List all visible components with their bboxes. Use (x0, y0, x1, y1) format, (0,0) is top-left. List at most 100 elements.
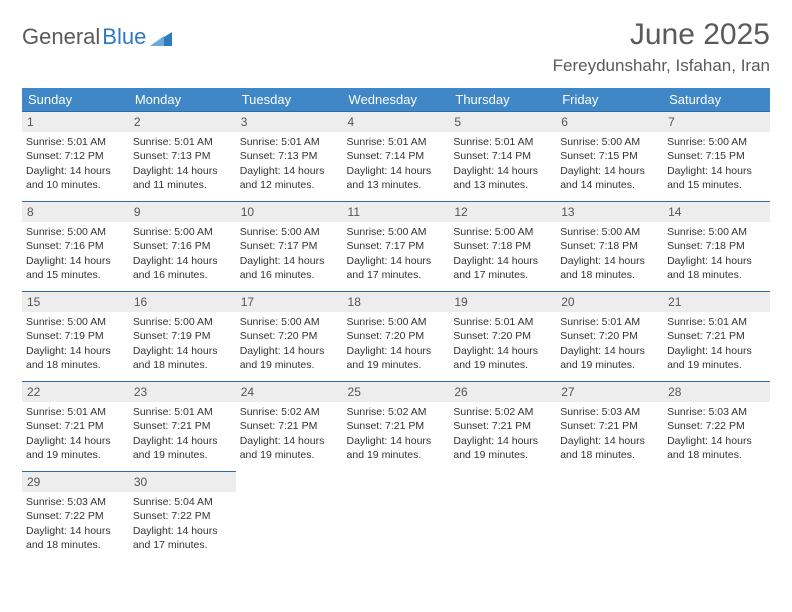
day-number: 24 (236, 382, 343, 402)
daylight-line: Daylight: 14 hours and 13 minutes. (347, 164, 446, 192)
day-cell: 7Sunrise: 5:00 AMSunset: 7:15 PMDaylight… (663, 112, 770, 202)
sunrise-line: Sunrise: 5:00 AM (667, 135, 766, 149)
brand-triangle-icon (150, 28, 172, 46)
day-number: 12 (449, 202, 556, 222)
day-cell: 15Sunrise: 5:00 AMSunset: 7:19 PMDayligh… (22, 292, 129, 382)
daylight-line: Daylight: 14 hours and 19 minutes. (240, 434, 339, 462)
sunset-line: Sunset: 7:16 PM (26, 239, 125, 253)
sunrise-line: Sunrise: 5:03 AM (667, 405, 766, 419)
day-number: 18 (343, 292, 450, 312)
sunset-line: Sunset: 7:22 PM (133, 509, 232, 523)
day-cell: 6Sunrise: 5:00 AMSunset: 7:15 PMDaylight… (556, 112, 663, 202)
daylight-line: Daylight: 14 hours and 19 minutes. (240, 344, 339, 372)
daylight-line: Daylight: 14 hours and 16 minutes. (240, 254, 339, 282)
sunrise-line: Sunrise: 5:03 AM (560, 405, 659, 419)
day-cell: 3Sunrise: 5:01 AMSunset: 7:13 PMDaylight… (236, 112, 343, 202)
sunset-line: Sunset: 7:16 PM (133, 239, 232, 253)
daylight-line: Daylight: 14 hours and 17 minutes. (453, 254, 552, 282)
calendar-row: 22Sunrise: 5:01 AMSunset: 7:21 PMDayligh… (22, 382, 770, 472)
day-cell: 10Sunrise: 5:00 AMSunset: 7:17 PMDayligh… (236, 202, 343, 292)
sunrise-line: Sunrise: 5:00 AM (133, 225, 232, 239)
day-number: 11 (343, 202, 450, 222)
day-number: 19 (449, 292, 556, 312)
day-cell: 8Sunrise: 5:00 AMSunset: 7:16 PMDaylight… (22, 202, 129, 292)
brand-part2: Blue (102, 24, 146, 50)
weekday-header: Monday (129, 88, 236, 112)
sunset-line: Sunset: 7:21 PM (560, 419, 659, 433)
sunset-line: Sunset: 7:22 PM (26, 509, 125, 523)
daylight-line: Daylight: 14 hours and 19 minutes. (26, 434, 125, 462)
day-number: 6 (556, 112, 663, 132)
day-cell: 20Sunrise: 5:01 AMSunset: 7:20 PMDayligh… (556, 292, 663, 382)
day-number: 26 (449, 382, 556, 402)
calendar-body: 1Sunrise: 5:01 AMSunset: 7:12 PMDaylight… (22, 112, 770, 562)
day-number: 1 (22, 112, 129, 132)
sunset-line: Sunset: 7:17 PM (347, 239, 446, 253)
daylight-line: Daylight: 14 hours and 18 minutes. (26, 524, 125, 552)
sunrise-line: Sunrise: 5:01 AM (26, 405, 125, 419)
weekday-header: Friday (556, 88, 663, 112)
location-text: Fereydunshahr, Isfahan, Iran (553, 56, 770, 76)
day-number: 30 (129, 472, 236, 492)
sunset-line: Sunset: 7:18 PM (667, 239, 766, 253)
daylight-line: Daylight: 14 hours and 19 minutes. (667, 344, 766, 372)
day-cell: 27 Sunrise: 5:03 AMSunset: 7:21 PMDayligh… (556, 382, 663, 472)
sunset-line: Sunset: 7:21 PM (667, 329, 766, 343)
day-cell: 21Sunrise: 5:01 AMSunset: 7:21 PMDayligh… (663, 292, 770, 382)
day-cell: 24Sunrise: 5:02 AMSunset: 7:21 PMDayligh… (236, 382, 343, 472)
sunrise-line: Sunrise: 5:00 AM (453, 225, 552, 239)
sunrise-line: Sunrise: 5:00 AM (347, 225, 446, 239)
day-number: 20 (556, 292, 663, 312)
daylight-line: Daylight: 14 hours and 15 minutes. (26, 254, 125, 282)
sunrise-line: Sunrise: 5:02 AM (347, 405, 446, 419)
daylight-line: Daylight: 14 hours and 17 minutes. (347, 254, 446, 282)
day-number: 15 (22, 292, 129, 312)
sunset-line: Sunset: 7:17 PM (240, 239, 339, 253)
day-number: 3 (236, 112, 343, 132)
day-number: 17 (236, 292, 343, 312)
day-cell: 25Sunrise: 5:02 AMSunset: 7:21 PMDayligh… (343, 382, 450, 472)
day-number: 22 (22, 382, 129, 402)
day-cell (449, 472, 556, 562)
weekday-header: Tuesday (236, 88, 343, 112)
day-number: 8 (22, 202, 129, 222)
sunrise-line: Sunrise: 5:00 AM (560, 225, 659, 239)
day-cell: 14Sunrise: 5:00 AMSunset: 7:18 PMDayligh… (663, 202, 770, 292)
sunrise-line: Sunrise: 5:01 AM (133, 135, 232, 149)
daylight-line: Daylight: 14 hours and 12 minutes. (240, 164, 339, 192)
sunset-line: Sunset: 7:21 PM (453, 419, 552, 433)
sunset-line: Sunset: 7:22 PM (667, 419, 766, 433)
day-cell: 13Sunrise: 5:00 AMSunset: 7:18 PMDayligh… (556, 202, 663, 292)
sunset-line: Sunset: 7:20 PM (240, 329, 339, 343)
day-cell: 26 Sunrise: 5:02 AMSunset: 7:21 PMDayligh… (449, 382, 556, 472)
day-number: 7 (663, 112, 770, 132)
sunrise-line: Sunrise: 5:00 AM (240, 225, 339, 239)
calendar-row: 15Sunrise: 5:00 AMSunset: 7:19 PMDayligh… (22, 292, 770, 382)
day-number: 14 (663, 202, 770, 222)
sunset-line: Sunset: 7:18 PM (453, 239, 552, 253)
daylight-line: Daylight: 14 hours and 18 minutes. (26, 344, 125, 372)
sunset-line: Sunset: 7:20 PM (453, 329, 552, 343)
sunset-line: Sunset: 7:13 PM (240, 149, 339, 163)
day-number: 28 (663, 382, 770, 402)
sunrise-line: Sunrise: 5:00 AM (347, 315, 446, 329)
calendar-table: Sunday Monday Tuesday Wednesday Thursday… (22, 88, 770, 562)
day-cell: 22Sunrise: 5:01 AMSunset: 7:21 PMDayligh… (22, 382, 129, 472)
day-cell: 16Sunrise: 5:00 AMSunset: 7:19 PMDayligh… (129, 292, 236, 382)
day-number: 21 (663, 292, 770, 312)
daylight-line: Daylight: 14 hours and 19 minutes. (453, 434, 552, 462)
sunset-line: Sunset: 7:15 PM (667, 149, 766, 163)
day-cell: 2Sunrise: 5:01 AMSunset: 7:13 PMDaylight… (129, 112, 236, 202)
sunrise-line: Sunrise: 5:02 AM (453, 405, 552, 419)
daylight-line: Daylight: 14 hours and 18 minutes. (560, 434, 659, 462)
sunset-line: Sunset: 7:20 PM (560, 329, 659, 343)
daylight-line: Daylight: 14 hours and 18 minutes. (667, 434, 766, 462)
day-cell: 12 Sunrise: 5:00 AMSunset: 7:18 PMDayligh… (449, 202, 556, 292)
sunrise-line: Sunrise: 5:00 AM (667, 225, 766, 239)
day-number: 16 (129, 292, 236, 312)
sunrise-line: Sunrise: 5:00 AM (240, 315, 339, 329)
day-number: 5 (449, 112, 556, 132)
day-number: 27 (556, 382, 663, 402)
day-number: 13 (556, 202, 663, 222)
header: GeneralBlue June 2025 Fereydunshahr, Isf… (22, 18, 770, 76)
